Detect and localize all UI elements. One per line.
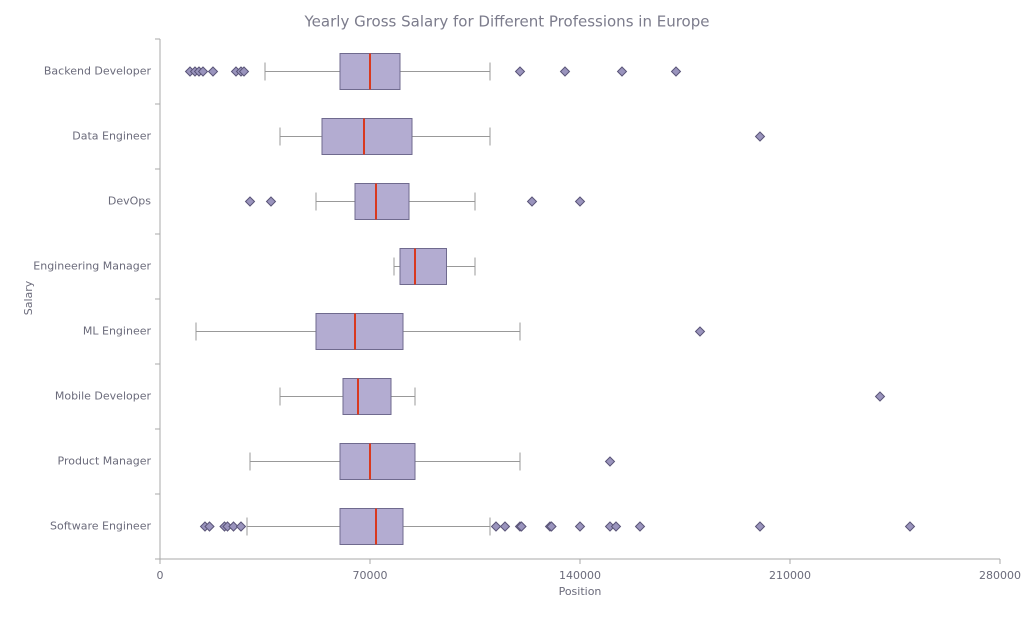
outlier [634,521,646,532]
outlier [238,66,250,77]
outlier [526,196,538,207]
box [399,248,447,285]
outlier [694,326,706,337]
y-tick-label: Product Manager [58,455,152,468]
x-tick-label: 210000 [769,569,811,582]
outlier [235,521,247,532]
outlier [670,66,682,77]
outlier [616,66,628,77]
box [315,313,404,350]
outlier [754,521,766,532]
outlier [490,521,502,532]
chart-title: Yearly Gross Salary for Different Profes… [304,13,710,31]
outlier [514,66,526,77]
outlier [574,196,586,207]
outlier [604,456,616,467]
y-tick-label: ML Engineer [83,325,152,338]
outlier [207,66,219,77]
outlier [754,131,766,142]
box [339,443,416,480]
y-tick-label: Engineering Manager [33,260,151,273]
outlier [546,521,557,532]
outlier [265,196,277,207]
outlier [610,521,622,532]
x-tick-label: 70000 [353,569,388,582]
y-tick-label: Mobile Developer [55,390,152,403]
box [321,118,413,155]
outlier [499,521,511,532]
outlier [516,521,527,532]
outlier [904,521,916,532]
x-tick-label: 0 [157,569,164,582]
y-tick-label: Software Engineer [50,520,151,533]
box [342,378,392,415]
box [339,508,404,545]
y-axis-title: Salary [22,280,35,315]
box [354,183,410,220]
outlier [228,521,239,532]
x-axis-title: Position [559,585,602,598]
y-tick-label: Backend Developer [44,65,152,78]
y-tick-label: Data Engineer [72,130,151,143]
x-tick-label: 280000 [979,569,1021,582]
outlier [204,521,215,532]
y-tick-label: DevOps [108,195,151,208]
outlier [574,521,586,532]
outlier [874,391,886,402]
x-tick-label: 140000 [559,569,601,582]
outlier [559,66,571,77]
outlier [244,196,256,207]
outlier [197,66,209,77]
